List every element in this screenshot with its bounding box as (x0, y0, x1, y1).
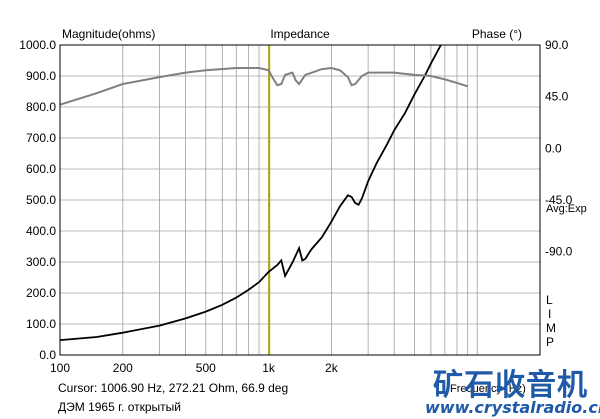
series-layer (60, 45, 469, 341)
grid-lines (60, 45, 540, 355)
x-tick-label: 2k (325, 361, 339, 375)
cursor-readout: Cursor: 1006.90 Hz, 272.21 Ohm, 66.9 deg (58, 381, 288, 395)
plot-frame (59, 44, 541, 356)
y-tick-label-left: 0.0 (39, 348, 56, 362)
y-tick-label-left: 700.0 (26, 131, 56, 145)
watermark-url: www.crystalradio.cn (425, 398, 600, 417)
measurement-description: ДЭМ 1965 г. открытый (58, 400, 181, 414)
x-tick-label: 200 (113, 361, 133, 375)
y-tick-label-right: 90.0 (545, 38, 569, 52)
y-tick-label-left: 400.0 (26, 224, 56, 238)
y-tick-label-left: 500.0 (26, 193, 56, 207)
chart-title: Impedance (270, 27, 330, 41)
avg-exp-label: Avg:Exp (546, 203, 587, 215)
watermark-logo-text: 矿石收音机 (433, 368, 588, 403)
x-axis-label: Frequency (Hz) (450, 383, 526, 395)
y-axis-left-label: Magnitude(ohms) (62, 27, 155, 41)
y-tick-label-left: 600.0 (26, 162, 56, 176)
side-label-i: I (548, 307, 551, 321)
y-tick-label-right: -90.0 (545, 245, 573, 259)
y-tick-label-left: 200.0 (26, 286, 56, 300)
y-tick-label-right: 0.0 (545, 141, 562, 155)
y-tick-label-left: 800.0 (26, 100, 56, 114)
x-tick-label: 500 (196, 361, 216, 375)
tick-labels: 100 200 500 1k 2k 0.0 100.0 200.0 300.0 400.0 500.… (19, 38, 572, 375)
side-label-m: M (546, 321, 556, 335)
series-phase-line (60, 66, 469, 106)
x-tick-label: 100 (50, 361, 70, 375)
x-tick-label: 1k (262, 361, 276, 375)
y-axis-right-label: Phase (°) (472, 27, 522, 41)
side-label-p: P (546, 335, 554, 349)
side-label-l: L (546, 293, 553, 307)
y-tick-label-left: 300.0 (26, 255, 56, 269)
y-tick-label-left: 1000.0 (19, 38, 56, 52)
y-tick-label-left: 100.0 (26, 317, 56, 331)
y-tick-label-left: 900.0 (26, 69, 56, 83)
y-tick-label-right: 45.0 (545, 90, 569, 104)
series-magnitude-line (60, 45, 442, 341)
y-tick-label-right: -45.0 (545, 193, 573, 207)
